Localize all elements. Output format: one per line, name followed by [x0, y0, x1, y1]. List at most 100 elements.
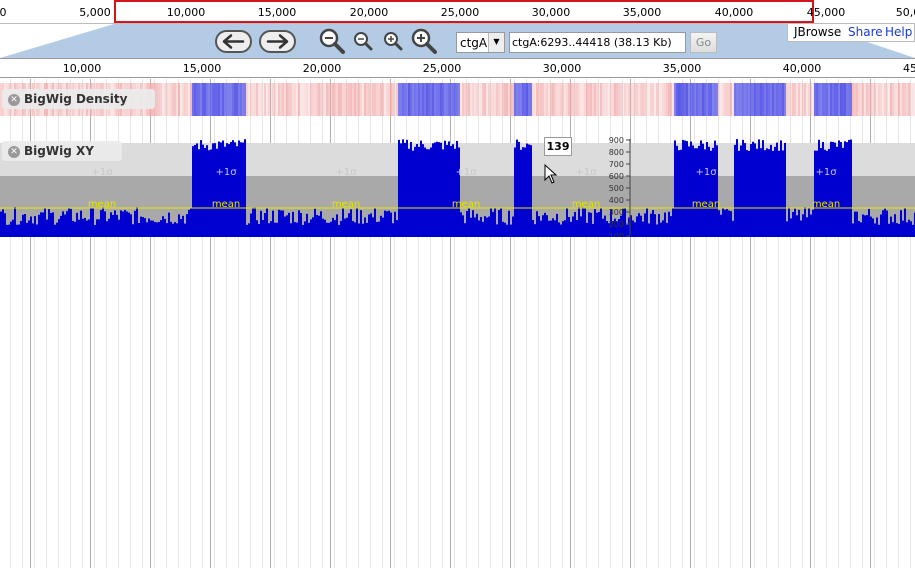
xy-bar: [360, 210, 362, 237]
grid-line: [82, 79, 83, 568]
xy-bar: [208, 150, 210, 237]
density-cell: [324, 83, 326, 116]
density-cell: [840, 83, 842, 116]
xy-bar: [272, 210, 274, 237]
density-cell: [318, 83, 320, 116]
xy-bar: [350, 209, 352, 237]
track-bigwig-xy[interactable]: +1σ mean +1σ mean +1σ mean +1σ mean +1σ mean +1σ me…: [0, 136, 915, 241]
xy-bar: [136, 207, 138, 237]
density-cell: [706, 83, 708, 116]
density-cell: [768, 83, 770, 116]
density-cell: [628, 83, 630, 116]
density-cell: [500, 83, 502, 116]
xy-bar: [708, 146, 710, 237]
xy-bar: [148, 218, 150, 237]
xy-bar: [596, 212, 598, 237]
xy-bar: [344, 218, 346, 237]
overview-tick-label: 10,000: [166, 6, 206, 19]
xy-bar: [802, 214, 804, 237]
y-axis-tick-label: 200: [609, 220, 624, 229]
density-cell: [796, 83, 798, 116]
density-cell: [224, 83, 226, 116]
xy-bar: [582, 207, 584, 237]
pan-right-button[interactable]: [259, 29, 297, 54]
xy-bar: [348, 213, 350, 237]
location-input[interactable]: [509, 32, 686, 53]
grid-line: [70, 79, 71, 568]
chevron-down-icon[interactable]: ▼: [488, 33, 504, 52]
density-cell: [536, 83, 538, 116]
density-cell: [424, 83, 426, 116]
xy-bar: [108, 218, 110, 237]
grid-line: [106, 79, 107, 568]
xy-bar: [672, 207, 674, 237]
grid-line: [526, 79, 527, 568]
xy-bar: [374, 208, 376, 237]
overview-ruler[interactable]: 0 5,000 10,000 15,000 20,000 25,000 30,000 35,0…: [0, 0, 915, 24]
xy-bar: [16, 224, 18, 237]
zoom-in-small-button[interactable]: [382, 30, 404, 55]
zoom-out-small-button[interactable]: [352, 30, 374, 55]
xy-bar: [100, 210, 102, 237]
density-cell: [314, 83, 316, 116]
close-icon[interactable]: ✕: [8, 94, 20, 106]
xy-bar: [442, 149, 444, 237]
density-cell: [452, 83, 454, 116]
xy-bar: [566, 207, 568, 237]
xy-bar: [332, 217, 334, 237]
xy-bar: [722, 208, 724, 237]
density-cell: [408, 83, 410, 116]
pan-left-button[interactable]: [215, 29, 253, 54]
xy-bar: [44, 207, 46, 237]
go-button[interactable]: Go: [690, 32, 717, 53]
density-cell: [346, 83, 348, 116]
y-axis-tick-label: 800: [609, 148, 624, 157]
coordinate-ruler[interactable]: 10,000 15,000 20,000 25,000 30,000 35,000 40,0…: [0, 58, 915, 78]
xy-bar: [614, 218, 616, 237]
xy-bar: [606, 220, 608, 237]
density-cell: [676, 83, 678, 116]
overview-tick-label: 35,000: [622, 6, 662, 19]
track-label-bigwig-density[interactable]: ✕ BigWig Density: [2, 89, 156, 109]
xy-bar: [846, 142, 848, 237]
density-cell: [848, 83, 850, 116]
density-cell: [202, 83, 204, 116]
density-cell: [490, 83, 492, 116]
xy-bar: [50, 213, 52, 237]
xy-bar: [480, 216, 482, 237]
xy-bar: [160, 220, 162, 237]
density-cell: [570, 83, 572, 116]
xy-bar: [250, 213, 252, 237]
xy-bar: [184, 223, 186, 237]
xy-bar: [52, 212, 54, 237]
density-cell: [708, 83, 710, 116]
xy-bar: [734, 144, 736, 237]
grid-line: [214, 79, 215, 568]
xy-bar: [888, 223, 890, 237]
grid-line: [190, 79, 191, 568]
density-cell: [442, 83, 444, 116]
grid-line: [250, 79, 251, 568]
xy-bar: [578, 207, 580, 237]
density-cell: [432, 83, 434, 116]
zoom-in-big-button[interactable]: [410, 27, 438, 54]
overview-viewport-highlight[interactable]: [114, 0, 814, 23]
density-cell: [192, 83, 194, 116]
xy-bar: [568, 217, 570, 237]
share-link[interactable]: Share: [848, 25, 883, 39]
reference-sequence-select[interactable]: ctgA ▼: [456, 32, 505, 53]
xy-bar: [826, 150, 828, 237]
track-label-bigwig-xy[interactable]: ✕ BigWig XY: [2, 141, 122, 161]
zoom-out-big-button[interactable]: [318, 27, 346, 54]
xy-bar: [48, 209, 50, 237]
close-icon[interactable]: ✕: [8, 146, 20, 158]
help-link[interactable]: Help: [885, 25, 913, 39]
xy-bar: [588, 212, 590, 237]
density-cell: [520, 83, 522, 116]
xy-bar: [502, 221, 504, 237]
density-cell: [696, 83, 698, 116]
track-bigwig-density[interactable]: ✕ BigWig Density: [0, 83, 915, 116]
xy-bar: [544, 212, 546, 237]
xy-bar: [294, 222, 296, 237]
density-cell: [232, 83, 234, 116]
